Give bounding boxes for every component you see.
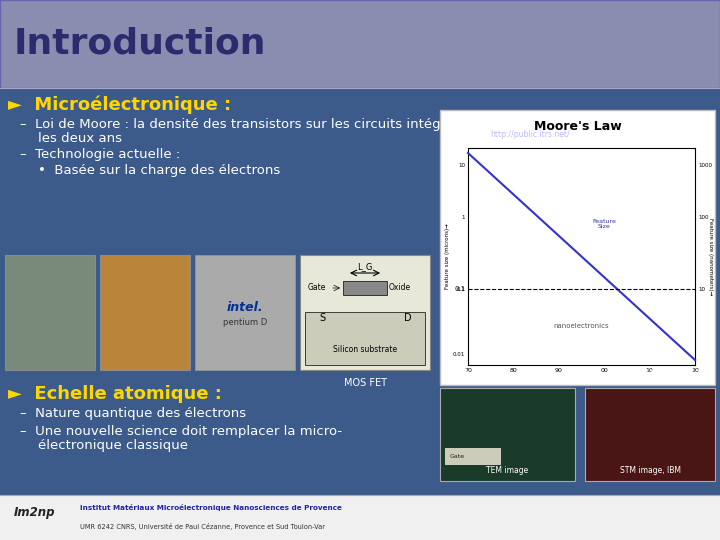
FancyBboxPatch shape <box>445 448 501 465</box>
FancyBboxPatch shape <box>100 255 190 370</box>
Text: 90: 90 <box>555 368 563 373</box>
Text: –  Nature quantique des électrons: – Nature quantique des électrons <box>20 407 246 420</box>
Text: –  Technologie actuelle :: – Technologie actuelle : <box>20 148 180 161</box>
Text: 0.1: 0.1 <box>456 287 465 292</box>
FancyBboxPatch shape <box>343 281 387 295</box>
FancyBboxPatch shape <box>5 255 95 370</box>
Text: Feature size (microns)→: Feature size (microns)→ <box>446 224 451 289</box>
Text: 1000: 1000 <box>698 163 712 168</box>
Text: 0.01: 0.01 <box>453 352 465 356</box>
Text: STM image, IBM: STM image, IBM <box>619 466 680 475</box>
FancyBboxPatch shape <box>195 255 295 370</box>
Text: –  Une nouvelle science doit remplacer la micro-: – Une nouvelle science doit remplacer la… <box>20 425 342 438</box>
Text: électronique classique: électronique classique <box>38 439 188 452</box>
Text: Gate: Gate <box>308 284 326 293</box>
Text: Silicon substrate: Silicon substrate <box>333 346 397 354</box>
Text: –  Loi de Moore : la densité des transistors sur les circuits intégrés double to: – Loi de Moore : la densité des transist… <box>20 118 544 131</box>
Text: pentium D: pentium D <box>223 318 267 327</box>
Text: Year→: Year→ <box>565 368 590 377</box>
FancyBboxPatch shape <box>440 110 715 385</box>
Text: intel.: intel. <box>227 301 264 314</box>
Text: 20: 20 <box>691 368 699 373</box>
FancyBboxPatch shape <box>0 0 720 88</box>
Text: Feature size (nanometers)→: Feature size (nanometers)→ <box>708 218 713 295</box>
Text: •  Basée sur la charge des électrons: • Basée sur la charge des électrons <box>38 164 280 177</box>
Text: http://public.itrs.net/: http://public.itrs.net/ <box>490 130 570 139</box>
Text: D: D <box>404 313 412 323</box>
Text: LG<50 nm (~1000 at.): LG<50 nm (~1000 at.) <box>623 368 710 377</box>
Text: Oxide: Oxide <box>389 284 411 293</box>
Text: MOS FET: MOS FET <box>343 378 387 388</box>
Text: 80: 80 <box>510 368 517 373</box>
FancyBboxPatch shape <box>585 388 715 481</box>
Text: 0.1: 0.1 <box>455 286 466 292</box>
Text: Im2np: Im2np <box>14 505 55 518</box>
Text: 100: 100 <box>698 215 708 220</box>
Text: Introduction: Introduction <box>14 27 266 61</box>
Text: MOS FET: MOS FET <box>489 377 526 386</box>
Text: les deux ans: les deux ans <box>38 132 122 145</box>
Text: S: S <box>319 313 325 323</box>
FancyBboxPatch shape <box>300 255 430 370</box>
Text: TEM image: TEM image <box>487 466 528 475</box>
FancyBboxPatch shape <box>305 312 425 365</box>
Text: Reconstruction Au: Reconstruction Au <box>615 377 685 386</box>
Text: d-LG²: d-LG² <box>445 368 468 377</box>
Text: 10: 10 <box>698 287 705 292</box>
Text: Feature
Size: Feature Size <box>593 219 616 230</box>
Text: ►  Echelle atomique :: ► Echelle atomique : <box>8 385 222 403</box>
Text: Moore's Law: Moore's Law <box>534 120 621 133</box>
Text: 1: 1 <box>462 215 465 220</box>
Text: ►  Microélectronique :: ► Microélectronique : <box>8 96 231 114</box>
Text: 10: 10 <box>646 368 654 373</box>
Text: Gate: Gate <box>450 455 465 460</box>
Text: UMR 6242 CNRS, Université de Paul Cézanne, Provence et Sud Toulon-Var: UMR 6242 CNRS, Université de Paul Cézann… <box>80 523 325 530</box>
Text: 00: 00 <box>600 368 608 373</box>
Text: 70: 70 <box>464 368 472 373</box>
Text: Institut Matériaux Microélectronique Nanosciences de Provence: Institut Matériaux Microélectronique Nan… <box>80 504 342 511</box>
FancyBboxPatch shape <box>0 495 720 540</box>
Text: nanoelectronics: nanoelectronics <box>554 323 609 329</box>
Text: 10: 10 <box>458 163 465 168</box>
Text: L_G: L_G <box>357 262 373 272</box>
FancyBboxPatch shape <box>440 388 575 481</box>
